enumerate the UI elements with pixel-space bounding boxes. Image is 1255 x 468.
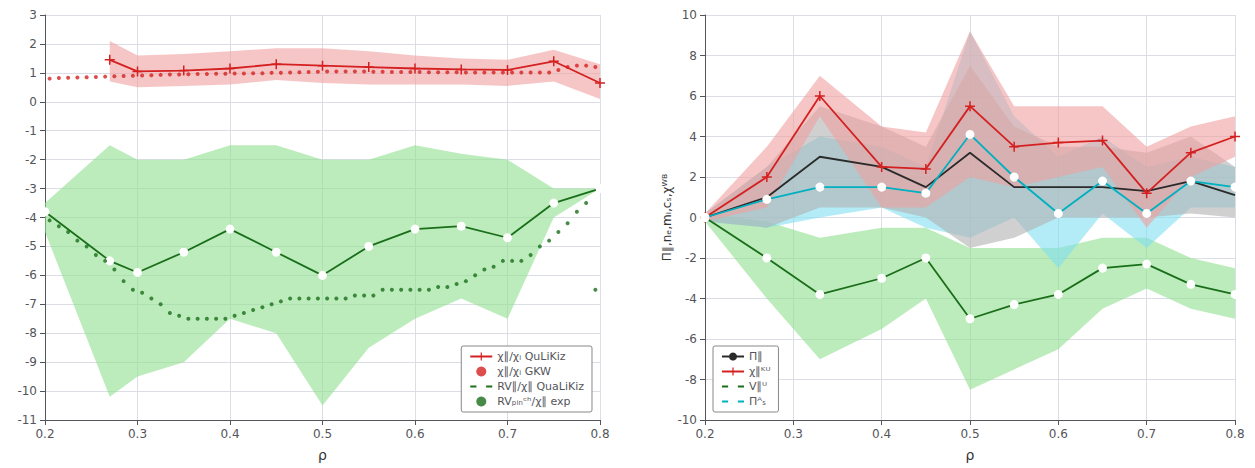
svg-text:-8: -8: [25, 326, 37, 340]
svg-text:ρ: ρ: [966, 447, 975, 463]
svg-text:0.3: 0.3: [784, 427, 803, 441]
svg-text:0: 0: [689, 211, 697, 225]
svg-text:-2: -2: [685, 251, 697, 265]
svg-text:-10: -10: [17, 384, 37, 398]
svg-text:8: 8: [689, 49, 697, 63]
svg-text:-2: -2: [25, 153, 37, 167]
svg-text:0.7: 0.7: [498, 427, 517, 441]
svg-text:0.3: 0.3: [128, 427, 147, 441]
svg-text:ρ: ρ: [318, 447, 327, 463]
svg-text:0.2: 0.2: [35, 427, 54, 441]
svg-text:Π∥: Π∥: [749, 350, 763, 363]
svg-text:-7: -7: [25, 297, 37, 311]
svg-text:χ∥ᴷᵁ: χ∥ᴷᵁ: [749, 365, 770, 378]
svg-text:-10: -10: [677, 413, 697, 427]
svg-text:0.6: 0.6: [405, 427, 424, 441]
svg-text:0.5: 0.5: [960, 427, 979, 441]
svg-text:0.2: 0.2: [695, 427, 714, 441]
svg-text:10: 10: [682, 8, 697, 22]
svg-text:RV∥/χ∥ QuaLiKiz: RV∥/χ∥ QuaLiKiz: [497, 380, 584, 393]
svg-text:0.8: 0.8: [1225, 427, 1244, 441]
svg-text:RVₚᵢₙᶜʰ/χ∥ exp: RVₚᵢₙᶜʰ/χ∥ exp: [497, 395, 570, 408]
svg-text:-11: -11: [17, 413, 37, 427]
svg-text:-5: -5: [25, 239, 37, 253]
svg-text:χ∥/χᵢ QuLiKiz: χ∥/χᵢ QuLiKiz: [497, 350, 565, 363]
svg-text:0.8: 0.8: [590, 427, 609, 441]
svg-text:0.6: 0.6: [1049, 427, 1068, 441]
svg-text:-6: -6: [25, 268, 37, 282]
svg-text:Π∥,nₑ,mᵢ,cₛ,χᵂᴮ: Π∥,nₑ,mᵢ,cₛ,χᵂᴮ: [660, 174, 674, 261]
svg-text:0.4: 0.4: [220, 427, 239, 441]
svg-text:-1: -1: [25, 124, 37, 138]
svg-text:0.7: 0.7: [1137, 427, 1156, 441]
svg-text:-6: -6: [685, 332, 697, 346]
svg-text:V∥ᵁ: V∥ᵁ: [749, 380, 767, 393]
svg-text:2: 2: [29, 37, 37, 51]
svg-text:χ∥/χᵢ GKW: χ∥/χᵢ GKW: [497, 365, 551, 378]
svg-text:0.5: 0.5: [313, 427, 332, 441]
svg-text:0: 0: [29, 95, 37, 109]
svg-text:-8: -8: [685, 373, 697, 387]
svg-text:0.4: 0.4: [872, 427, 891, 441]
svg-text:3: 3: [29, 8, 37, 22]
svg-text:Πᴬₛ: Πᴬₛ: [749, 395, 766, 408]
svg-text:4: 4: [689, 130, 697, 144]
svg-text:-4: -4: [25, 211, 37, 225]
svg-text:1: 1: [29, 66, 37, 80]
svg-text:6: 6: [689, 89, 697, 103]
svg-text:-4: -4: [685, 292, 697, 306]
svg-text:-9: -9: [25, 355, 37, 369]
svg-text:2: 2: [689, 170, 697, 184]
svg-text:-3: -3: [25, 182, 37, 196]
